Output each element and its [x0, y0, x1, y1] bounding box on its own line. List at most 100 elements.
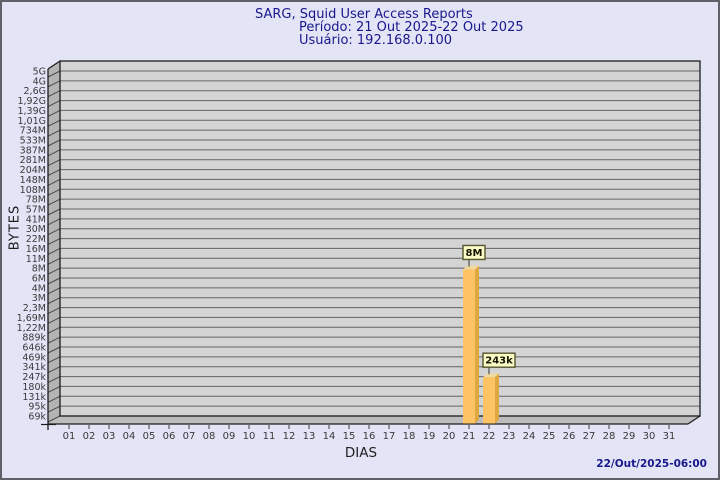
- y-tick: [47, 326, 61, 334]
- y-tick: [47, 415, 61, 423]
- y-tick: [47, 228, 61, 236]
- x-tick-label: 27: [583, 431, 596, 442]
- x-tick-label: 21: [463, 431, 476, 442]
- x-tick-label: 08: [203, 431, 216, 442]
- y-tick-label: 1,69M: [17, 313, 46, 324]
- plot-border: [59, 60, 701, 417]
- y-tick: [47, 247, 61, 255]
- y-tick-label: 22M: [26, 234, 46, 245]
- y-tick: [47, 307, 61, 315]
- y-tick-label: 4G: [33, 76, 46, 87]
- y-tick-label: 148M: [20, 175, 46, 186]
- x-tick-label: 06: [163, 431, 176, 442]
- y-tick-label: 57M: [26, 205, 46, 216]
- y-tick: [47, 178, 61, 186]
- x-tick-label: 28: [603, 431, 616, 442]
- y-tick-label: 341k: [22, 362, 46, 373]
- y-tick: [47, 109, 61, 117]
- y-tick-label: 2,6G: [24, 86, 46, 97]
- x-tick-label: 04: [123, 431, 136, 442]
- y-tick: [47, 238, 61, 246]
- y-tick: [47, 149, 61, 157]
- y-tick: [47, 405, 61, 413]
- y-tick: [47, 257, 61, 265]
- y-tick: [47, 188, 61, 196]
- value-label-text: 243k: [485, 356, 513, 367]
- x-tick-label: 03: [103, 431, 116, 442]
- floor-right-edge: [687, 415, 701, 425]
- y-tick-label: 108M: [20, 185, 46, 196]
- x-tick-label: 10: [243, 431, 256, 442]
- y-tick: [47, 129, 61, 137]
- x-tick-label: 19: [423, 431, 436, 442]
- y-tick: [47, 376, 61, 384]
- y-tick: [47, 90, 61, 98]
- y-tick-label: 469k: [22, 352, 46, 363]
- x-tick-label: 20: [443, 431, 456, 442]
- value-label-box: [482, 352, 516, 368]
- y-tick: [47, 267, 61, 275]
- report-title: SARG, Squid User Access Reports: [255, 7, 473, 22]
- x-tick-label: 07: [183, 431, 196, 442]
- y-tick-label: 204M: [20, 165, 46, 176]
- y-tick-label: 533M: [20, 136, 46, 147]
- x-tick-label: 22: [483, 431, 496, 442]
- y-tick: [47, 316, 61, 324]
- y-tick-label: 387M: [20, 145, 46, 156]
- y-tick: [47, 277, 61, 285]
- report-period: Período: 21 Out 2025-22 Out 2025: [299, 20, 524, 35]
- x-tick-label: 12: [283, 431, 296, 442]
- x-tick-label: 01: [63, 431, 76, 442]
- x-tick-label: 24: [523, 431, 536, 442]
- x-tick-label: 25: [543, 431, 556, 442]
- value-label-text: 8M: [466, 248, 483, 259]
- y-tick: [47, 100, 61, 108]
- x-axis-title: DIAS: [344, 445, 378, 461]
- x-tick-label: 17: [383, 431, 396, 442]
- y-tick: [47, 385, 61, 393]
- y-tick-label: 1,22M: [17, 323, 46, 334]
- wall-top-edge: [47, 60, 61, 70]
- y-tick-label: 8M: [32, 264, 46, 275]
- y-tick: [47, 159, 61, 167]
- bar-top-face: [463, 265, 479, 270]
- x-tick-label: 05: [143, 431, 156, 442]
- x-tick-label: 29: [623, 431, 636, 442]
- y-tick-label: 11M: [26, 254, 46, 265]
- y-tick-label: 247k: [22, 372, 46, 383]
- x-tick-label: 23: [503, 431, 516, 442]
- bar-side-face: [475, 265, 479, 424]
- y-tick-label: 5G: [33, 67, 46, 78]
- y-tick-label: 3M: [32, 293, 46, 304]
- report-user: Usuário: 192.168.0.100: [299, 33, 453, 48]
- y-tick: [47, 139, 61, 147]
- y-tick: [47, 169, 61, 177]
- y-tick-label: 180k: [22, 382, 46, 393]
- x-tick-label: 18: [403, 431, 416, 442]
- y-tick-label: 69k: [28, 412, 46, 423]
- x-tick-label: 11: [263, 431, 276, 442]
- y-tick-label: 95k: [28, 402, 46, 413]
- y-tick-label: 1,01G: [17, 116, 46, 127]
- y-tick-label: 2,3M: [23, 303, 46, 314]
- y-tick: [47, 208, 61, 216]
- y-tick-label: 41M: [26, 214, 46, 225]
- y-tick-label: 16M: [26, 244, 46, 255]
- y-tick-label: 1,92G: [17, 96, 46, 107]
- x-tick-label: 02: [83, 431, 96, 442]
- y-tick: [47, 70, 61, 78]
- x-tick-label: 09: [223, 431, 236, 442]
- y-tick: [47, 297, 61, 305]
- x-tick-label: 31: [663, 431, 676, 442]
- generation-timestamp: 22/Out/2025-06:00: [596, 458, 707, 470]
- y-tick-label: 646k: [22, 343, 46, 354]
- y-tick-label: 281M: [20, 155, 46, 166]
- x-tick-label: 30: [643, 431, 656, 442]
- y-tick-label: 30M: [26, 224, 46, 235]
- bar-front-face: [463, 269, 475, 424]
- y-tick-label: 78M: [26, 195, 46, 206]
- y-tick: [47, 218, 61, 226]
- bar-day-21: 8M: [462, 244, 486, 424]
- y-tick-label: 1,39G: [17, 106, 46, 117]
